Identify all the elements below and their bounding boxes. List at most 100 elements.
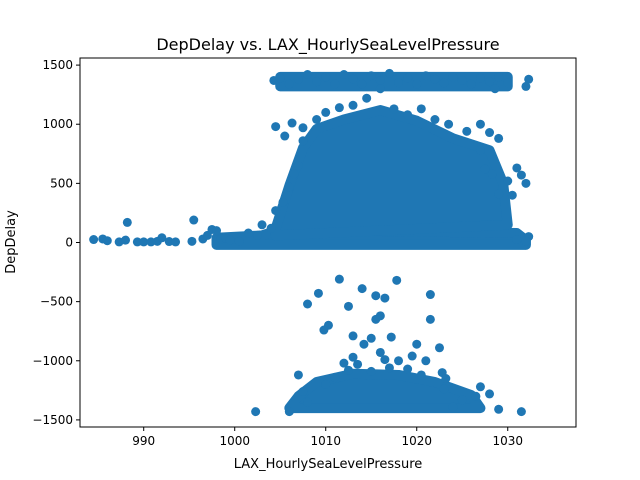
scatter-point — [319, 325, 329, 335]
scatter-point — [189, 215, 199, 225]
scatter-point — [212, 226, 222, 236]
x-axis-ticks: 990 1000 1010 1020 1030 — [132, 427, 523, 448]
scatter-point — [512, 163, 522, 173]
scatter-point — [430, 115, 440, 124]
scatter-point — [441, 374, 451, 384]
scatter-point — [298, 136, 308, 146]
scatter-point — [102, 236, 112, 246]
scatter-point — [430, 74, 440, 84]
scatter-point — [448, 72, 458, 82]
y-tick-label: −1000 — [32, 354, 73, 368]
scatter-point — [439, 78, 449, 88]
scatter-point — [403, 73, 413, 83]
scatter-point — [313, 288, 323, 298]
scatter-point — [289, 169, 299, 179]
scatter-point — [425, 290, 435, 300]
scatter-point — [394, 78, 404, 88]
scatter-point — [521, 236, 531, 246]
scatter-point — [243, 228, 253, 238]
y-tick-label: 500 — [50, 176, 73, 190]
scatter-point — [475, 73, 485, 83]
scatter-point — [357, 284, 367, 294]
scatter-point — [171, 237, 181, 247]
scatter-point — [343, 301, 353, 311]
scatter-point — [359, 339, 369, 349]
scatter-point — [278, 197, 288, 207]
scatter-point — [348, 331, 358, 341]
scatter-point — [524, 74, 534, 84]
scatter-point — [343, 365, 353, 375]
scatter-point — [412, 79, 422, 89]
scatter-point — [475, 382, 485, 392]
scatter-point — [512, 235, 522, 245]
scatter-point — [516, 170, 526, 180]
scatter-point — [312, 115, 322, 124]
scatter-point — [362, 93, 372, 103]
scatter-point — [348, 74, 358, 84]
point-cluster — [270, 105, 513, 241]
scatter-point — [139, 237, 149, 247]
scatter-point — [284, 79, 294, 89]
scatter-point — [380, 293, 390, 303]
scatter-point — [471, 391, 481, 401]
scatter-point — [293, 370, 303, 380]
scatter-point — [284, 182, 294, 192]
scatter-point — [280, 131, 290, 141]
scatter-point — [466, 79, 476, 89]
x-tick-label: 1010 — [310, 434, 341, 448]
scatter-point — [462, 126, 472, 136]
scatter-point — [334, 274, 344, 284]
scatter-point — [293, 161, 303, 171]
scatter-point — [494, 189, 504, 199]
scatter-point — [321, 107, 331, 117]
scatter-point — [339, 70, 349, 80]
scatter-point — [366, 71, 376, 81]
scatter-point — [475, 145, 485, 155]
scatter-point — [416, 104, 426, 114]
scatter-point — [384, 68, 394, 78]
scatter-point — [485, 389, 495, 399]
scatter-point — [303, 299, 313, 309]
scatter-point — [321, 379, 331, 389]
y-tick-label: 0 — [65, 236, 73, 250]
scatter-point — [321, 72, 331, 82]
scatter-point — [348, 100, 358, 110]
scatter-point — [457, 395, 467, 405]
scatter-point — [416, 370, 426, 380]
scatter-point — [521, 178, 531, 188]
scatter-point — [371, 314, 381, 324]
y-axis-label: DepDelay — [4, 210, 19, 274]
scatter-point — [334, 103, 344, 113]
y-axis-ticks: −1500 −1000 −500 0 500 1000 1500 — [32, 58, 80, 427]
scatter-point — [287, 118, 297, 128]
scatter-point — [516, 407, 526, 417]
scatter-point — [412, 339, 422, 349]
y-tick-label: 1500 — [42, 58, 73, 72]
scatter-point — [266, 223, 276, 233]
scatter-point — [89, 235, 99, 245]
scatter-point — [507, 190, 517, 200]
scatter-point — [480, 164, 490, 174]
scatter-point — [494, 72, 504, 82]
scatter-point — [366, 333, 376, 343]
scatter-point — [121, 235, 131, 245]
scatter-point — [303, 397, 313, 407]
scatter-point — [234, 236, 244, 246]
scatter-point — [421, 71, 431, 81]
scatter-point — [371, 291, 381, 301]
chart-title: DepDelay vs. LAX_HourlySeaLevelPressure — [156, 35, 499, 55]
scatter-point — [187, 236, 197, 246]
scatter-point — [503, 78, 513, 88]
scatter-point — [380, 355, 390, 365]
y-tick-label: −500 — [40, 295, 73, 309]
scatter-point — [312, 77, 322, 87]
scatter-point — [407, 351, 417, 361]
scatter-point — [357, 79, 367, 89]
x-tick-label: 1020 — [401, 434, 432, 448]
scatter-point — [271, 206, 281, 216]
scatter-point — [298, 387, 308, 397]
scatter-point — [457, 75, 467, 85]
scatter-point — [434, 343, 444, 353]
scatter-point — [330, 372, 340, 382]
